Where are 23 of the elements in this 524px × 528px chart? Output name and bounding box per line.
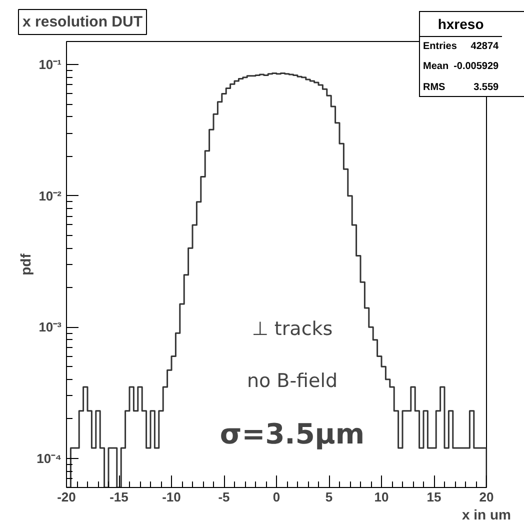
x-tick-label: -20 [57,490,76,504]
annotation: Mean -0.005929 [423,60,499,74]
x-tick-label: 10 [374,490,389,504]
x-tick-label: -10 [162,490,181,504]
y-tick-label: 10⁻³ [38,320,62,335]
text: RMS 3.559 [423,82,499,93]
text: Entries 42874 [423,41,499,52]
x-tick-label: 5 [325,490,333,504]
x-tick-label: -15 [110,490,128,504]
y-axis-title: pdf [18,253,34,276]
chart-title: x resolution DUT [22,14,143,30]
y-tick-label: 10⁻² [38,188,62,204]
x-tick-label: 0 [272,490,280,504]
annotation: no B-field [246,370,338,392]
annotation: σ=3.5μm [220,417,365,450]
x-tick-label: 15 [426,490,442,504]
x-tick-label: 20 [479,490,494,504]
x-axis-title: x in um [462,506,512,522]
x-tick-label: -5 [218,490,230,504]
y-tick-label: 10⁻¹ [38,57,62,72]
y-tick-label: 10⁻⁴ [36,450,62,466]
annotation: ⊥ tracks [252,318,333,340]
text: hxreso [420,12,502,37]
